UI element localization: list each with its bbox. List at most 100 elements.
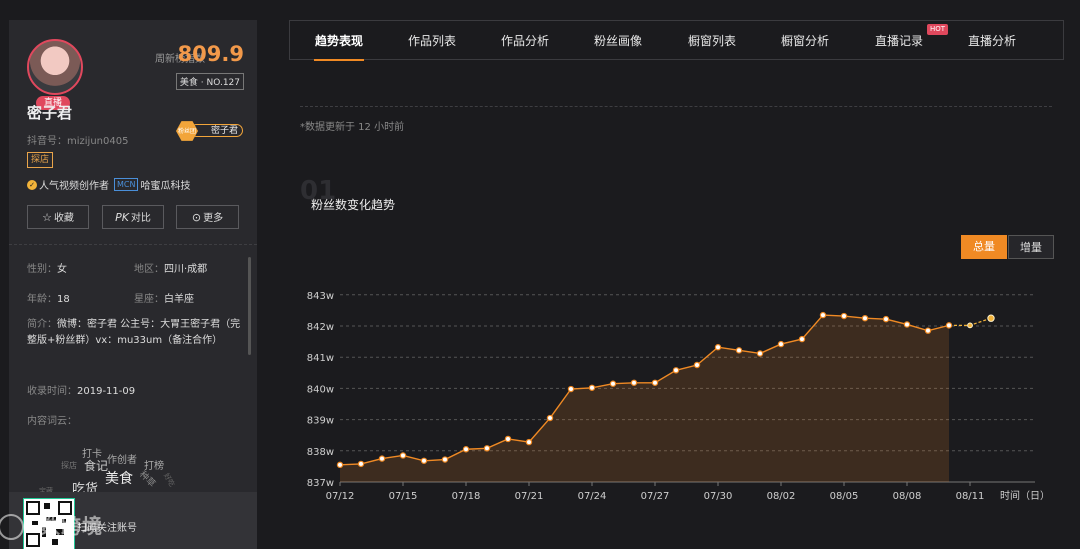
toggle-total-button[interactable]: 总量 — [961, 235, 1007, 259]
section-number: 01 — [300, 176, 337, 206]
rank-badge: 美食 · NO.127 — [175, 73, 244, 90]
more-label: 更多 — [203, 213, 224, 224]
more-button[interactable]: ⊙ 更多 — [176, 205, 239, 229]
y-tick-label: 842w — [307, 322, 334, 333]
data-point — [546, 414, 554, 422]
fan-badge-hex-label: 粉丝团 — [177, 128, 196, 135]
age-value: 18 — [57, 294, 70, 305]
update-note: *数据更新于 12 小时前 — [300, 122, 405, 133]
cloud-word: 宝藏 — [39, 487, 53, 495]
favorite-button[interactable]: ☆ 收藏 — [27, 205, 89, 229]
divider — [300, 106, 1052, 107]
bio-value: 微博：密子君 公主号：大胃王密子君（完整版+粉丝群）vx：mu33um（备注合作… — [27, 319, 241, 346]
live-badge: 直播 — [36, 96, 70, 110]
data-point — [336, 461, 344, 469]
divider — [9, 244, 257, 245]
pk-icon: PK — [115, 211, 129, 224]
fan-club-icon: 粉丝团 — [176, 121, 198, 141]
check-icon: ✓ — [27, 179, 37, 190]
index-label: 周新榜指数 — [155, 54, 205, 65]
mcn-name[interactable]: 哈蜜瓜科技 — [140, 181, 191, 192]
tab-bar: 趋势表现 作品列表 作品分析 粉丝画像 橱窗列表 橱窗分析 直播记录 直播分析 — [289, 20, 1064, 61]
data-point — [714, 344, 722, 351]
word-cloud-label: 内容词云： — [27, 412, 77, 427]
region-key: 地区： — [134, 264, 164, 275]
cloud-word: 美食 — [105, 471, 133, 487]
y-tick-label: 843w — [307, 291, 334, 302]
y-tick-label: 837w — [307, 478, 334, 489]
bio-key: 简介： — [27, 319, 57, 330]
account-name: 密子君 — [27, 104, 73, 122]
data-point — [903, 321, 911, 328]
collected-key: 收录时间： — [27, 386, 77, 397]
avatar[interactable] — [27, 39, 83, 95]
tags-key: 内容词云： — [27, 416, 77, 427]
x-tick-label: 08/05 — [830, 491, 859, 502]
x-tick-label: 07/27 — [641, 491, 670, 502]
y-tick-label: 841w — [307, 353, 334, 364]
data-point — [588, 384, 596, 391]
series-line — [339, 314, 950, 466]
tab-works-analysis[interactable]: 作品分析 — [500, 34, 549, 48]
compare-button[interactable]: PK 对比 — [102, 205, 164, 229]
fans-trend-chart: 837w 838w 839w 840w 841w 842w 843w 07/12 07/15 07… — [307, 291, 1050, 502]
index-value: 809.9 — [177, 42, 244, 66]
collected-value: 2019-11-09 — [77, 386, 136, 397]
tab-live-analysis[interactable]: 直播分析 — [967, 34, 1016, 48]
zodiac-field: 星座：白羊座 — [134, 290, 194, 305]
data-point — [882, 315, 890, 323]
watermark: 数跨境 — [40, 514, 103, 538]
more-icon: ⊙ — [191, 211, 202, 224]
favorite-label: 收藏 — [53, 213, 74, 224]
data-point — [798, 335, 806, 343]
watermark-logo-icon — [0, 514, 24, 540]
tab-works-list[interactable]: 作品列表 — [407, 34, 456, 48]
creator-row: ✓ 人气视频创作者 MCN 哈蜜瓜科技 — [27, 177, 190, 192]
x-tick-label: 07/30 — [704, 491, 733, 502]
data-point — [819, 311, 827, 319]
qr-code-icon[interactable] — [23, 498, 75, 549]
x-tick-label: 08/11 — [956, 491, 985, 502]
data-point — [525, 438, 533, 446]
bio-field: 简介：微博：密子君 公主号：大胃王密子君（完整版+粉丝群）vx：mu33um（备… — [27, 317, 242, 349]
zodiac-key: 星座： — [134, 294, 164, 305]
tab-fan-profile[interactable]: 粉丝画像 — [593, 34, 642, 48]
forecast-point — [987, 314, 995, 322]
age-field: 年龄：18 — [27, 290, 70, 305]
data-point — [945, 322, 953, 329]
panel-scrollbar[interactable] — [248, 257, 251, 355]
data-point — [672, 367, 680, 374]
data-point — [777, 340, 785, 348]
tab-trend[interactable]: 趋势表现 — [314, 21, 364, 61]
cloud-word: 好吃 — [162, 471, 176, 489]
forecast-point — [967, 322, 973, 329]
tab-showcase-list[interactable]: 橱窗列表 — [687, 34, 736, 48]
tab-showcase-analysis[interactable]: 橱窗分析 — [780, 34, 829, 48]
data-point — [399, 452, 407, 459]
cloud-word: 探店 — [61, 461, 77, 470]
cloud-word: 作创者 — [107, 455, 137, 466]
collected-field: 收录时间：2019-11-09 — [27, 382, 135, 397]
x-tick-label: 08/08 — [893, 491, 922, 502]
data-point — [483, 445, 491, 452]
tab-live-records[interactable]: 直播记录 — [874, 34, 923, 48]
hot-badge: HOT — [927, 24, 949, 35]
x-tick-label: 07/24 — [578, 491, 607, 502]
data-point — [630, 379, 638, 386]
x-tick-label: 07/12 — [326, 491, 355, 502]
qr-caption: 扫码关注账号 — [77, 523, 137, 534]
data-point — [609, 380, 617, 387]
gender-key: 性别： — [27, 264, 57, 275]
data-point — [840, 312, 848, 320]
area-fill — [340, 315, 949, 482]
data-point — [378, 455, 386, 462]
gender-value: 女 — [57, 264, 67, 275]
toggle-increase-button[interactable]: 增量 — [1008, 235, 1054, 259]
data-point — [924, 327, 932, 334]
age-key: 年龄： — [27, 294, 57, 305]
creator-label: 人气视频创作者 — [39, 181, 109, 192]
y-tick-label: 839w — [307, 416, 334, 427]
x-tick-label: 07/18 — [452, 491, 481, 502]
data-point — [861, 315, 869, 322]
data-point — [420, 457, 428, 464]
